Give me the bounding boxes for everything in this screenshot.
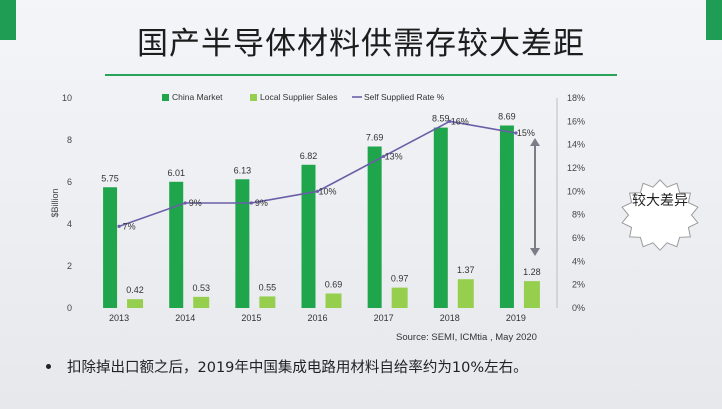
y-tick-label: 6 [67, 177, 72, 187]
y2-tick-label: 8% [572, 210, 585, 220]
china-market-value-label: 6.13 [234, 165, 252, 175]
legend-local-supplier-label: Local Supplier Sales [260, 92, 338, 102]
bullet-note: 扣除掉出口额之后，2019年中国集成电路用材料自给率约为10%左右。 [46, 356, 528, 377]
source-note: Source: SEMI, ICMtia , May 2020 [396, 332, 537, 343]
y-tick-label: 4 [67, 219, 72, 229]
local-supplier-bar [259, 296, 276, 308]
local-supplier-bar [193, 296, 210, 308]
y2-tick-label: 10% [567, 186, 585, 196]
rate-value-label: 9% [255, 198, 268, 208]
local-supplier-value-label: 0.69 [325, 280, 343, 290]
x-tick-label: 2014 [175, 313, 195, 323]
gap-arrow-head-up [530, 138, 540, 146]
china-market-bar [103, 187, 118, 308]
local-supplier-value-label: 0.97 [391, 274, 409, 284]
local-supplier-value-label: 1.28 [523, 267, 541, 277]
local-supplier-bar [325, 293, 342, 308]
china-market-bar [235, 179, 250, 308]
gap-arrow [530, 138, 540, 256]
rate-point [117, 224, 121, 228]
y2-tick-label: 0% [572, 303, 585, 313]
x-tick-label: 2015 [241, 313, 261, 323]
y2-tick-label: 4% [572, 256, 585, 266]
china-market-bar [367, 146, 382, 308]
local-supplier-bar [523, 281, 540, 308]
china-market-value-label: 7.69 [366, 133, 384, 143]
y-tick-label: 0 [67, 303, 72, 313]
legend-china-market-swatch [162, 94, 169, 101]
x-tick-label: 2017 [374, 313, 394, 323]
bullet-icon [46, 363, 51, 369]
local-supplier-bar [457, 279, 474, 308]
china-market-value-label: 6.01 [167, 168, 185, 178]
china-market-value-label: 6.82 [300, 151, 318, 161]
y2-tick-label: 14% [567, 140, 585, 150]
callout-starburst-icon [621, 179, 699, 251]
rate-point [514, 131, 518, 135]
slide-accent-left [0, 0, 16, 40]
y-tick-label: 2 [67, 261, 72, 271]
rate-value-label: 7% [123, 221, 136, 231]
rate-point [382, 154, 386, 158]
local-supplier-value-label: 0.53 [192, 283, 210, 293]
rate-point [183, 201, 187, 205]
slide-title: 国产半导体材料供需存较大差距 [137, 26, 585, 62]
local-supplier-value-label: 0.55 [259, 282, 277, 292]
legend-china-market-label: China Market [172, 92, 223, 102]
legend-local-supplier-swatch [250, 94, 257, 101]
x-tick-label: 2016 [307, 313, 327, 323]
china-market-value-label: 8.69 [498, 112, 516, 122]
x-tick-label: 2013 [109, 313, 129, 323]
slide-accent-right [706, 0, 722, 40]
local-supplier-value-label: 1.37 [457, 265, 475, 275]
x-tick-label: 2018 [440, 313, 460, 323]
china-market-bar [169, 181, 184, 308]
title-underline [105, 74, 617, 76]
local-supplier-bar [127, 299, 144, 308]
local-supplier-value-label: 0.42 [126, 285, 144, 295]
china-market-value-label: 8.59 [432, 114, 450, 124]
y-axis-label: $Billion [50, 188, 60, 217]
y2-tick-label: 6% [572, 233, 585, 243]
y2-tick-label: 2% [572, 280, 585, 290]
y2-tick-label: 12% [567, 163, 585, 173]
callout-text: 较大差异 [632, 193, 688, 209]
china-market-value-label: 5.75 [101, 173, 119, 183]
china-market-bar [301, 164, 316, 308]
gap-callout: 较大差异 [619, 178, 701, 252]
rate-value-label: 13% [385, 151, 403, 161]
rate-value-label: 10% [318, 186, 336, 196]
y2-tick-label: 18% [567, 93, 585, 103]
y-tick-label: 8 [67, 135, 72, 145]
local-supplier-bar [391, 287, 408, 308]
china-market-bar [499, 125, 514, 308]
bullet-text: 扣除掉出口额之后，2019年中国集成电路用材料自给率约为10%左右。 [67, 360, 528, 376]
gap-arrow-head-down [530, 248, 540, 256]
rate-value-label: 9% [189, 198, 202, 208]
rate-point [315, 189, 320, 193]
china-market-bar [433, 127, 448, 308]
x-tick-label: 2019 [506, 313, 526, 323]
rate-point [448, 119, 452, 123]
y-tick-label: 10 [62, 93, 72, 103]
legend-rate-label: Self Supplied Rate % [364, 92, 445, 102]
rate-value-label: 15% [517, 128, 535, 138]
y2-tick-label: 16% [567, 116, 585, 126]
chart: 0 2 4 6 8 10 0% 2% 4% 6% 8% 10% 12% 14% 16% 18% 5.75 0.… [50, 92, 585, 343]
rate-value-label: 16% [451, 116, 469, 126]
rate-point [249, 201, 253, 205]
